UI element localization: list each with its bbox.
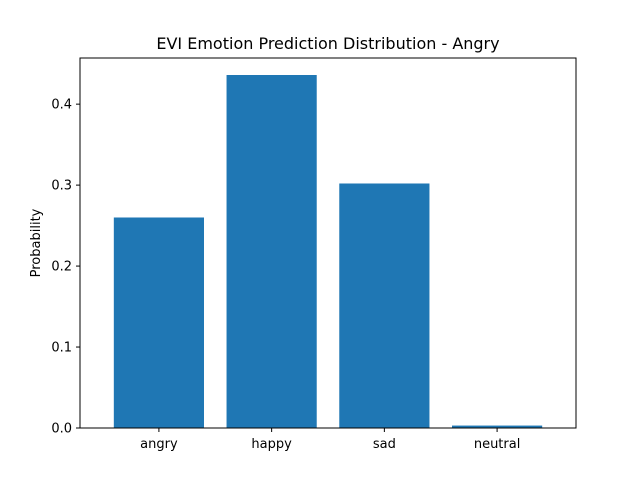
x-tick-label-happy: happy — [251, 437, 292, 452]
y-axis-label: Probability — [29, 208, 44, 277]
y-tick-label-1: 0.1 — [51, 341, 72, 356]
y-tick-label-4: 0.4 — [51, 98, 72, 113]
bars-group — [113, 75, 543, 428]
chart-title: EVI Emotion Prediction Distribution - An… — [156, 34, 499, 53]
y-axis: 0.0 0.1 0.2 0.3 0.4 — [51, 98, 80, 437]
bar-angry — [113, 217, 204, 428]
bar-sad — [339, 183, 430, 428]
x-tick-label-angry: angry — [140, 437, 178, 452]
y-tick-label-2: 0.2 — [51, 260, 72, 275]
x-axis: angry happy sad neutral — [140, 428, 520, 452]
x-tick-label-neutral: neutral — [474, 437, 521, 452]
plot-frame — [79, 57, 577, 429]
y-tick-label-3: 0.3 — [51, 179, 72, 194]
bar-neutral — [452, 425, 543, 428]
bar-happy — [226, 75, 317, 428]
y-tick-label-0: 0.0 — [51, 422, 72, 437]
x-tick-label-sad: sad — [373, 437, 396, 452]
